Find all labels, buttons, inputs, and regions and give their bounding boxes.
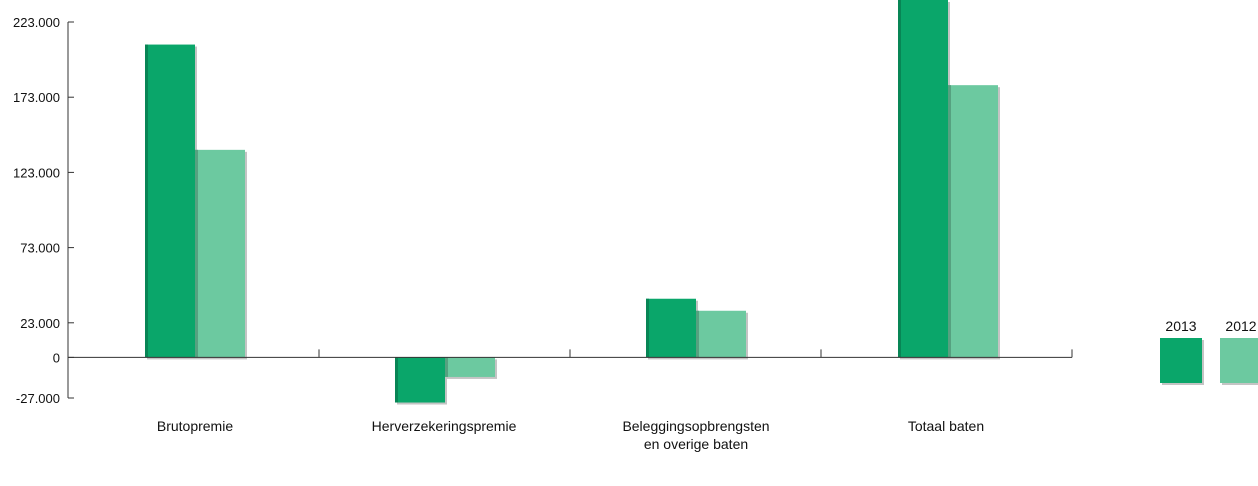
y-tick-label: 73.000 [20, 241, 60, 256]
legend-label: 2012 [1225, 318, 1256, 334]
bar-2013-3 [898, 0, 948, 358]
bar-edge [696, 310, 699, 358]
bar-2013-0 [145, 44, 195, 358]
bars [145, 0, 1000, 405]
bar-edge [445, 357, 448, 377]
bar-edge [646, 298, 649, 358]
bar-edge [195, 149, 198, 358]
y-tick-label: -27.000 [16, 391, 60, 406]
bar-2012-3 [948, 85, 998, 358]
category-labels: Brutopremie Herverzekeringspremie Beleggin… [157, 418, 984, 452]
bar-2012-2 [696, 310, 746, 358]
bar-2013-1 [395, 357, 445, 403]
bar-edge [145, 44, 148, 358]
bar-2013-2 [646, 298, 696, 358]
legend-swatch-2013 [1160, 338, 1202, 383]
y-tick-label: 0 [53, 350, 60, 365]
legend: 2013 2012 [1160, 318, 1258, 385]
y-tick-label: 223.000 [13, 15, 60, 30]
category-label: Beleggingsopbrengsten en overige baten [622, 418, 769, 452]
bar-edge [948, 85, 951, 358]
legend-swatch-2012 [1220, 338, 1258, 383]
bar-edge [395, 357, 398, 403]
category-label: Totaal baten [908, 418, 984, 434]
category-label: Herverzekeringspremie [372, 418, 517, 434]
y-tick-label: 173.000 [13, 90, 60, 105]
category-label: Brutopremie [157, 418, 233, 434]
legend-label: 2013 [1165, 318, 1196, 334]
y-tick-label: 123.000 [13, 165, 60, 180]
y-axis: -27.000 0 23.000 73.000 123.000 173.000 223.00… [13, 15, 74, 406]
bar-edge [898, 0, 901, 358]
bar-2012-1 [445, 357, 495, 377]
x-axis [68, 349, 1073, 358]
bar-2012-0 [195, 149, 245, 358]
y-tick-label: 23.000 [20, 316, 60, 331]
